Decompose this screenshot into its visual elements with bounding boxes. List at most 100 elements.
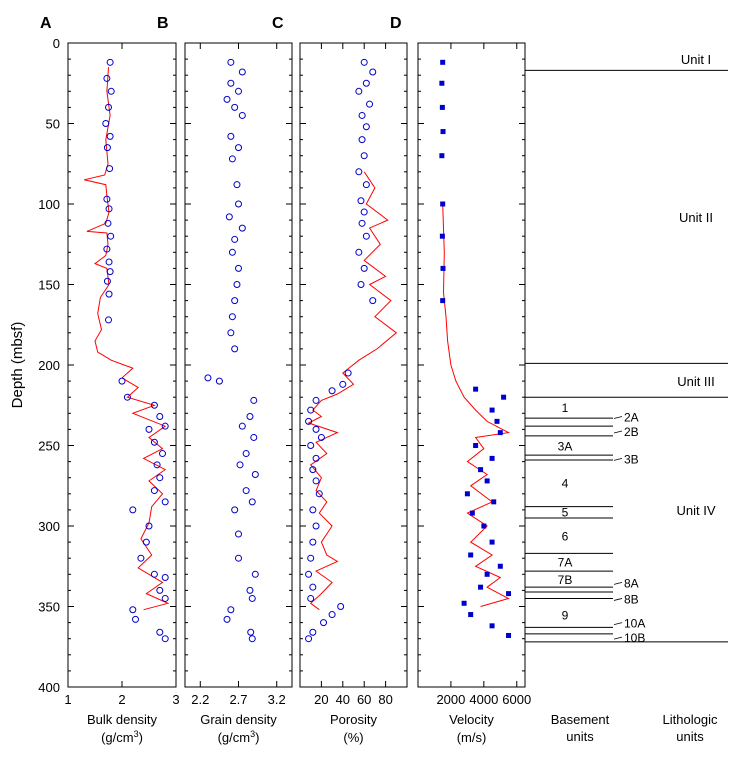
- core-point: [355, 168, 363, 176]
- log-line: [442, 203, 511, 607]
- basement-unit-label: 3B: [624, 452, 639, 466]
- core-point: [307, 594, 315, 602]
- lithologic-unit-label: Unit III: [677, 374, 715, 389]
- core-point: [105, 258, 113, 266]
- x-tick-label: 3.2: [268, 692, 286, 707]
- core-point: [360, 208, 368, 216]
- x-tick-label: 4000: [469, 692, 498, 707]
- core-point: [305, 635, 313, 643]
- measured-point: [440, 59, 446, 65]
- x-axis-label: Bulk density: [87, 712, 158, 727]
- core-point: [238, 68, 246, 76]
- measured-point: [473, 443, 479, 448]
- core-point: [223, 615, 231, 623]
- x-tick-label: 1: [64, 692, 71, 707]
- basement-unit-label: 10B: [624, 631, 645, 645]
- core-point: [355, 248, 363, 256]
- core-point: [366, 100, 374, 108]
- unit-leader-line: [613, 598, 623, 601]
- measured-point: [497, 563, 503, 569]
- core-point: [153, 461, 161, 469]
- core-point: [231, 297, 239, 305]
- core-point: [309, 583, 317, 591]
- basement-unit-label: 1: [562, 401, 569, 415]
- core-point: [161, 498, 169, 506]
- core-point: [103, 144, 111, 152]
- core-point: [107, 87, 115, 95]
- core-point: [103, 195, 111, 203]
- core-point: [106, 165, 114, 173]
- data-layer: [84, 58, 512, 643]
- core-point: [362, 181, 370, 189]
- core-point: [103, 74, 111, 82]
- unit-superscript: 3: [134, 729, 139, 739]
- core-point: [360, 58, 368, 66]
- unit-leader-line: [613, 581, 623, 585]
- core-point: [358, 219, 366, 227]
- core-point: [320, 619, 328, 627]
- core-point: [227, 606, 235, 614]
- y-tick-label: 300: [38, 519, 60, 534]
- measured-point: [489, 407, 495, 413]
- measured-point: [439, 233, 445, 239]
- core-point: [103, 277, 111, 285]
- y-tick-label: 150: [38, 278, 60, 293]
- x-tick-label: 6000: [502, 692, 531, 707]
- core-point: [362, 232, 370, 240]
- basement-units-title: units: [566, 729, 594, 744]
- core-point: [369, 297, 377, 305]
- x-tick-label: 2.7: [229, 692, 247, 707]
- core-point: [357, 197, 365, 205]
- unit-leader-line: [613, 416, 623, 419]
- core-point: [250, 396, 258, 404]
- lithologic-unit-label: Unit I: [681, 52, 711, 67]
- core-point: [236, 461, 244, 469]
- measured-point: [489, 539, 495, 545]
- unit-leader-line: [613, 457, 623, 461]
- measured-point: [440, 201, 446, 207]
- unit-text: ): [139, 730, 143, 745]
- core-point: [247, 628, 255, 636]
- basement-unit-label: 5: [562, 506, 569, 520]
- core-point: [312, 396, 320, 404]
- y-tick-label: 250: [38, 439, 60, 454]
- core-point: [358, 136, 366, 144]
- y-tick-label: 50: [46, 117, 60, 132]
- y-tick-label: 350: [38, 600, 60, 615]
- measured-point: [468, 612, 474, 618]
- core-point: [123, 393, 131, 401]
- core-point: [228, 313, 236, 321]
- core-point: [309, 466, 317, 474]
- core-point: [362, 123, 370, 131]
- core-point: [161, 594, 169, 602]
- measured-point: [468, 552, 474, 558]
- core-point: [315, 490, 323, 498]
- unit-text: (g/cm: [218, 730, 251, 745]
- units-layer: [525, 69, 728, 643]
- core-point: [118, 377, 126, 385]
- basement-unit-label: 9: [562, 609, 569, 623]
- core-point: [358, 111, 366, 119]
- core-point: [238, 224, 246, 232]
- x-tick-label: 40: [336, 692, 350, 707]
- log-line: [84, 67, 170, 611]
- measured-point: [464, 491, 470, 497]
- measured-point: [469, 510, 475, 516]
- basement-unit-label: 4: [562, 477, 569, 491]
- x-axis-label: Velocity: [449, 712, 494, 727]
- core-point: [106, 58, 114, 66]
- core-point: [242, 450, 250, 458]
- core-point: [150, 487, 158, 495]
- unit-text: ): [255, 730, 259, 745]
- measured-point: [461, 600, 467, 606]
- y-tick-label: 200: [38, 358, 60, 373]
- x-axis-label: Grain density: [200, 712, 277, 727]
- core-point: [227, 329, 235, 337]
- x-axis-unit: (g/cm3): [101, 729, 143, 745]
- core-point: [248, 498, 256, 506]
- core-point: [161, 422, 169, 430]
- core-point: [106, 268, 114, 276]
- measured-point: [440, 129, 446, 135]
- measured-point: [484, 571, 490, 577]
- core-point: [246, 413, 254, 421]
